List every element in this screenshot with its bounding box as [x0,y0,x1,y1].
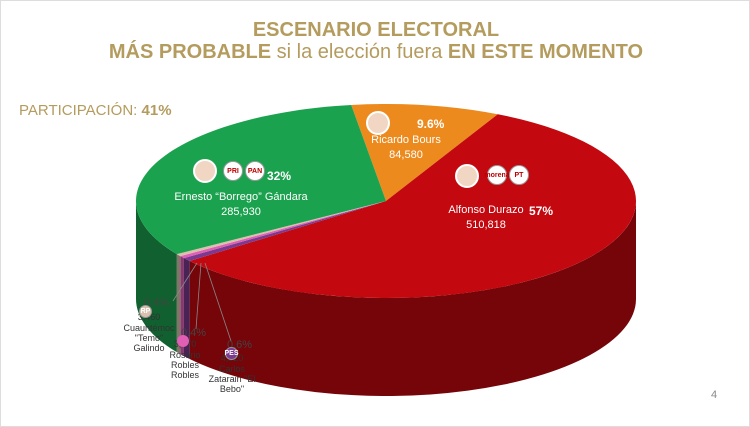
participation-value: 41% [141,102,172,119]
page-number: 4 [711,389,718,401]
participation-label: PARTICIPACIÓN: [19,102,138,119]
value-label: 9.6% [417,117,445,131]
chart-title: ESCENARIO ELECTORAL [252,19,500,41]
chart-subtitle: MÁS PROBABLE si la elección fuera EN EST… [1,41,749,64]
subtitle-part: MÁS PROBABLE [108,41,272,63]
slice [183,201,386,262]
slice-side [180,256,184,357]
candidate-name: Ernesto “Borrego” Gándara [174,191,308,203]
vote-count: 285,930 [221,206,261,218]
slice [189,114,637,299]
slice [176,201,386,257]
party-logo: PRI [223,161,243,181]
party-logo [177,335,189,347]
participation: PARTICIPACIÓN: 41% [19,102,172,119]
subtitle-part: EN ESTE MOMENTO [447,41,644,63]
party-logo: PT [509,165,529,185]
value-label: 32% [267,169,292,183]
vote-count: 510,818 [466,219,506,231]
candidate-name: Rosario Robles Robles [169,350,201,380]
candidate-name: Alfonso Durazo [448,204,524,216]
candidate-name: Ricardo Bours [371,134,441,146]
subtitle-part: si la elección fuera [276,41,443,63]
vote-count: 3,460 [137,312,161,322]
candidate-name: Cuauhtémoc "Temo" Galindo [123,323,175,353]
candidate-photo [193,159,217,183]
vote-count: 84,580 [389,149,423,161]
value-label: 0.4% [144,297,170,309]
party-logo: PES [225,347,239,360]
slice-side [189,201,637,397]
value-label: 57% [529,204,554,218]
candidate-name: Carlos Zatarain "El Bebo" [208,364,256,394]
party-logo: RP [139,305,152,318]
leader-line [204,262,232,342]
candidate-photo [366,111,390,135]
leader-line [172,262,198,302]
slice-side [183,258,190,360]
leader-line [195,262,202,330]
slice-side [176,254,181,355]
slice [135,104,386,255]
slice [180,201,386,259]
party-logo: morena [484,165,510,185]
party-logo: PAN [245,161,265,181]
candidate-photo [455,164,479,188]
